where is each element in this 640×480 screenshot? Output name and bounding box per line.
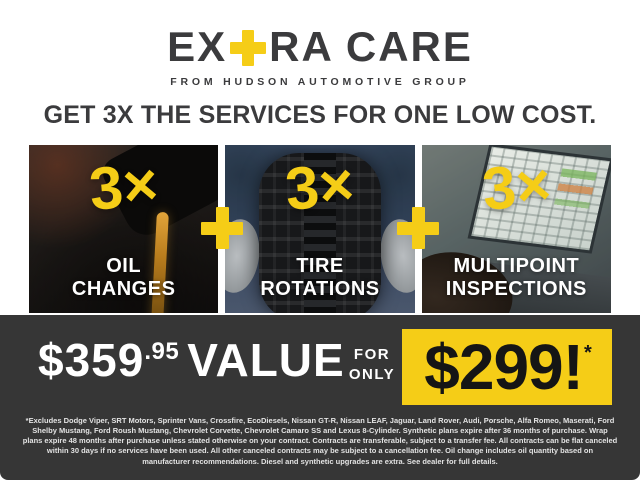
brand-logo: EX RA CARE — [0, 26, 640, 68]
for-line: FOR — [353, 346, 391, 363]
logo-text-suffix: RA CARE — [269, 23, 473, 70]
price-text: $299!* — [424, 335, 592, 399]
oil-change-photo — [29, 145, 219, 313]
value-dollars: $359 — [38, 334, 145, 386]
offer-band: $359.95 VALUE FOR ONLY $299!* *Excludes D… — [0, 315, 640, 480]
brand-tagline: FROM HUDSON AUTOMOTIVE GROUP — [170, 76, 470, 88]
for-only-text: FOR ONLY — [341, 345, 403, 384]
headline: GET 3X THE SERVICES FOR ONE LOW COST. — [43, 101, 597, 129]
value-word: VALUE — [187, 334, 345, 386]
tire-graphic — [259, 153, 381, 313]
plus-icon — [230, 30, 267, 66]
oil-changes-label: OIL CHANGES — [71, 255, 176, 300]
value-text: $359.95 VALUE — [38, 337, 345, 383]
value-cents: .95 — [144, 338, 180, 365]
tire-rotations-label: TIRE ROTATIONS — [260, 255, 380, 300]
only-line: ONLY — [348, 365, 396, 383]
tire-rotations-panel: 3× TIRE ROTATIONS — [225, 145, 415, 313]
multipoint-inspections-label: MULTIPOINT INSPECTIONS — [445, 255, 587, 300]
price-asterisk: * — [583, 342, 592, 364]
multipoint-inspections-panel: 3× MULTIPOINT INSPECTIONS — [421, 145, 611, 313]
service-panels: 3× OIL CHANGES 3× TIRE ROTATIONS 3× MULT… — [29, 145, 611, 313]
disclaimer-text: *Excludes Dodge Viper, SRT Motors, Sprin… — [22, 416, 618, 466]
tire-rotation-photo — [225, 145, 415, 313]
plus-separator-icon — [201, 207, 243, 249]
price-box: $299!* — [402, 329, 612, 405]
oil-changes-panel: 3× OIL CHANGES — [29, 145, 219, 313]
inspection-photo — [421, 145, 611, 313]
plus-separator-icon — [397, 207, 439, 249]
logo-text-prefix: EX — [167, 23, 228, 70]
price-value: $299! — [424, 331, 584, 403]
